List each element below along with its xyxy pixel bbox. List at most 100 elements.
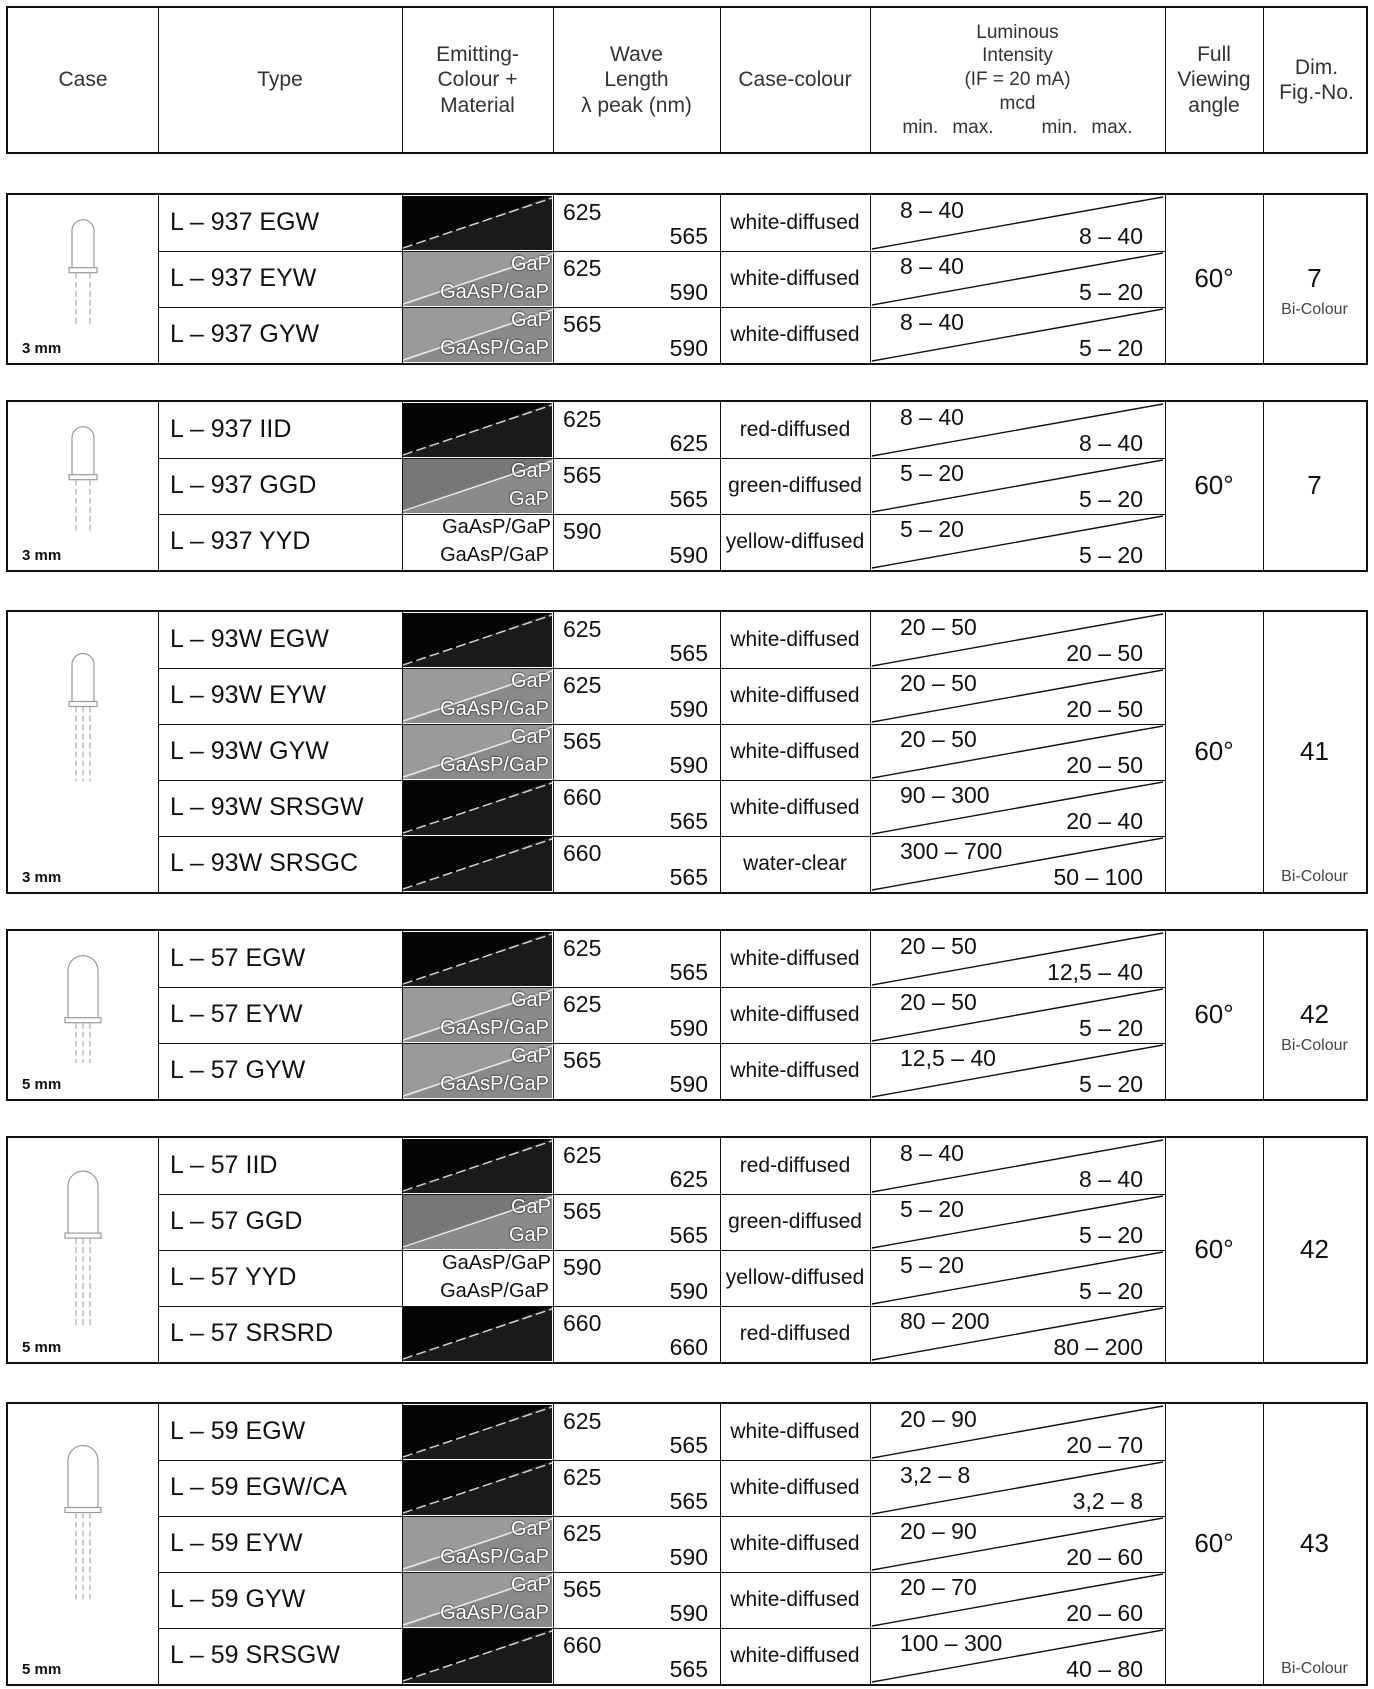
wavelength-1: 565 — [563, 728, 602, 754]
lum-intensity-1: 20 – 50 — [900, 933, 977, 959]
case-size-label: 5 mm — [22, 1076, 62, 1093]
lum-intensity-1: 5 – 20 — [900, 516, 964, 542]
table-row: L – 57 IID 625 625 red-diffused 8 – 40 8 – 4… — [8, 1138, 1366, 1194]
lum-diagonal — [870, 1572, 1165, 1628]
case-colour: red-diffused — [739, 1322, 851, 1345]
led-type: L – 93W SRSGC — [170, 849, 359, 877]
lum-diagonal — [870, 514, 1165, 570]
emitting-colour-swatch — [403, 837, 552, 891]
table-row: L – 937 EGW 625 565 white-diffused 8 – 40 8 … — [8, 195, 1366, 251]
lum-intensity-1: 8 – 40 — [900, 309, 964, 335]
lum-intensity-1: 20 – 90 — [900, 1406, 977, 1432]
led-type: L – 57 EYW — [170, 1000, 303, 1028]
wavelength-2: 565 — [669, 959, 708, 985]
material-bottom: GaAsP/GaP — [440, 544, 549, 566]
emitting-colour-swatch — [403, 1139, 552, 1193]
wavelength-2: 565 — [669, 1488, 708, 1514]
lum-intensity-1: 5 – 20 — [900, 1196, 964, 1222]
lum-intensity-1: 8 – 40 — [900, 404, 964, 430]
emitting-colour-swatch — [403, 459, 552, 513]
wavelength-1: 590 — [563, 1254, 602, 1280]
wavelength-2: 590 — [669, 1071, 708, 1097]
led-type: L – 59 SRSGW — [170, 1641, 340, 1669]
case-size-label: 3 mm — [22, 869, 62, 886]
led-group-3: 3 mm 60° 41 Bi-Colour L – 93W EGW 625 565 whit… — [6, 610, 1368, 894]
header-case-colour: Case-colour — [738, 68, 852, 92]
led-group-4: 5 mm 60° 42 Bi-Colour L – 57 EGW 625 565 white… — [6, 929, 1368, 1101]
wavelength-1: 660 — [563, 784, 602, 810]
viewing-angle: 60° — [1194, 736, 1234, 766]
table-row: L – 937 EYW GaP GaAsP/GaP 625 590 white-diff… — [8, 251, 1366, 307]
lum-intensity-2: 5 – 20 — [1079, 1015, 1143, 1041]
lum-diagonal — [870, 402, 1165, 458]
case-colour: white-diffused — [730, 1532, 860, 1555]
led-group-5: 5 mm 60° 42 L – 57 IID 625 625 red-diffused 8 … — [6, 1136, 1368, 1364]
wavelength-2: 590 — [669, 1544, 708, 1570]
material-bottom: GaAsP/GaP — [440, 754, 549, 776]
wavelength-1: 660 — [563, 840, 602, 866]
case-colour: white-diffused — [730, 684, 860, 707]
wavelength-2: 565 — [669, 640, 708, 666]
material-top: GaAsP/GaP — [442, 1252, 551, 1274]
table-row: L – 937 YYD GaAsP/GaP GaAsP/GaP 590 590 yello… — [8, 514, 1366, 570]
led-type: L – 937 GYW — [170, 320, 320, 348]
case-colour: white-diffused — [730, 1003, 860, 1026]
wavelength-1: 565 — [563, 462, 602, 488]
led-type: L – 59 EGW/CA — [170, 1473, 347, 1501]
led-type: L – 937 YYD — [170, 527, 311, 555]
wavelength-1: 565 — [563, 1198, 602, 1224]
lum-intensity-2: 8 – 40 — [1079, 223, 1143, 249]
lum-intensity-1: 20 – 50 — [900, 989, 977, 1015]
lum-intensity-1: 8 – 40 — [900, 197, 964, 223]
led-type: L – 57 GGD — [170, 1207, 303, 1235]
header-dim-fig-no: Dim. Fig.-No. — [1279, 55, 1354, 104]
material-top: GaP — [510, 1574, 551, 1596]
lum-intensity-2: 50 – 100 — [1053, 864, 1143, 890]
led-type: L – 93W EGW — [170, 625, 329, 653]
lum-diagonal — [870, 1194, 1165, 1250]
wavelength-2: 625 — [669, 1166, 708, 1192]
case-colour: white-diffused — [730, 1420, 860, 1443]
case-colour: red-diffused — [739, 418, 851, 441]
fig-subtitle: Bi-Colour — [1281, 1037, 1348, 1054]
fig-number: 43 — [1300, 1528, 1329, 1558]
material-bottom: GaAsP/GaP — [440, 1017, 549, 1039]
lum-diagonal — [870, 612, 1165, 668]
table-row: L – 59 SRSGW 660 565 white-diffused 100 – 3… — [8, 1628, 1366, 1684]
wavelength-2: 590 — [669, 335, 708, 361]
wavelength-1: 625 — [563, 991, 602, 1017]
led-type: L – 57 EGW — [170, 944, 306, 972]
emitting-colour-swatch — [403, 196, 552, 250]
led-type: L – 93W EYW — [170, 681, 327, 709]
wavelength-2: 590 — [669, 752, 708, 778]
emitting-colour-swatch — [403, 1405, 552, 1459]
table-row: L – 57 GGD GaP GaP 565 565 green-diffused 5 –… — [8, 1194, 1366, 1250]
emitting-colour-swatch — [403, 403, 552, 457]
material-bottom: GaAsP/GaP — [440, 1602, 549, 1624]
led-case-drawing — [43, 1408, 123, 1658]
lum-intensity-2: 20 – 40 — [1066, 808, 1143, 834]
material-bottom: GaAsP/GaP — [440, 281, 549, 303]
lum-intensity-1: 8 – 40 — [900, 253, 964, 279]
lum-diagonal — [870, 307, 1165, 363]
led-type: L – 59 GYW — [170, 1585, 306, 1613]
led-group-1: 3 mm 60° 7 Bi-Colour L – 937 EGW 625 565 white… — [6, 193, 1368, 365]
case-colour: green-diffused — [728, 474, 862, 497]
lum-diagonal — [870, 1516, 1165, 1572]
lum-min-2: min. — [1041, 116, 1078, 138]
led-type: L – 59 EGW — [170, 1417, 306, 1445]
wavelength-2: 590 — [669, 696, 708, 722]
lum-intensity-2: 20 – 70 — [1066, 1432, 1143, 1458]
fig-number: 41 — [1300, 736, 1329, 766]
wavelength-2: 590 — [669, 1015, 708, 1041]
case-size-label: 5 mm — [22, 1339, 62, 1356]
lum-diagonal — [870, 931, 1165, 987]
led-case-drawing — [43, 406, 123, 544]
table-row: L – 93W SRSGW 660 565 white-diffused 90 – 3… — [8, 780, 1366, 836]
wavelength-2: 625 — [669, 430, 708, 456]
lum-diagonal — [870, 1250, 1165, 1306]
led-type: L – 93W SRSGW — [170, 793, 364, 821]
table-row: L – 93W EYW GaP GaAsP/GaP 625 590 white-diff… — [8, 668, 1366, 724]
lum-max-2: max. — [1091, 116, 1133, 138]
lum-intensity-2: 20 – 60 — [1066, 1544, 1143, 1570]
